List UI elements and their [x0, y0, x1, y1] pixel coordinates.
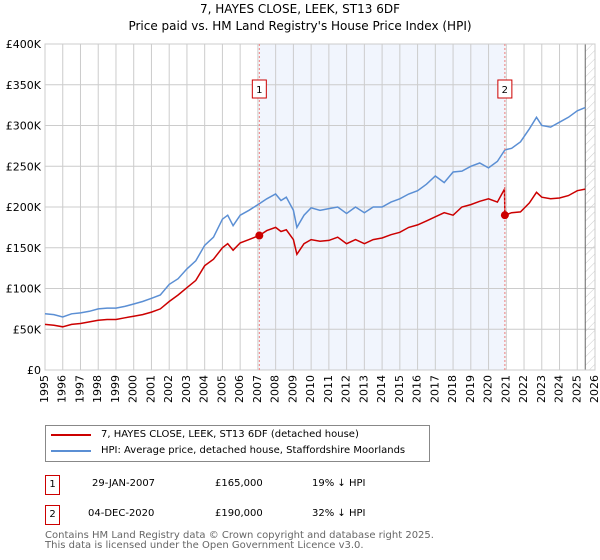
footer-line: Contains HM Land Registry data © Crown c…	[45, 530, 434, 541]
y-tick-label: £400K	[6, 38, 42, 51]
x-tick-label: 2017	[428, 375, 441, 403]
transaction-row: 2 04-DEC-2020 £190,000 32% ↓ HPI	[45, 505, 465, 525]
x-tick-label: 2020	[482, 375, 495, 403]
x-tick-label: 2006	[233, 375, 246, 403]
x-tick-label: 2007	[251, 375, 264, 403]
chart-subtitle: Price paid vs. HM Land Registry's House …	[128, 19, 471, 33]
legend-swatch-blue	[51, 449, 91, 452]
hpi-series-line	[44, 106, 586, 318]
x-tick-label: 2016	[411, 375, 424, 403]
plot-frame	[44, 43, 596, 371]
x-tick-label: 2022	[517, 375, 530, 403]
x-tick-label: 2019	[464, 375, 477, 403]
x-tick-label: 2024	[553, 375, 566, 403]
x-tick-label: 2000	[127, 375, 140, 403]
legend-label: 7, HAYES CLOSE, LEEK, ST13 6DF (detached…	[101, 429, 359, 440]
y-tick-label: £200K	[6, 201, 42, 214]
sale-point	[255, 231, 264, 240]
x-tick-label: 2026	[588, 375, 600, 403]
y-tick-label: £350K	[6, 79, 42, 92]
footer-line: This data is licensed under the Open Gov…	[45, 540, 364, 551]
x-tick-label: 2025	[570, 375, 583, 403]
x-tick-label: 1997	[73, 375, 86, 403]
x-tick-label: 2011	[322, 375, 335, 403]
transaction-price: £165,000	[215, 478, 263, 489]
transaction-hpi-diff: 32% ↓ HPI	[312, 508, 366, 519]
x-tick-label: 2004	[198, 375, 211, 403]
y-tick-label: £150K	[6, 242, 42, 255]
y-tick-label: £300K	[6, 120, 42, 133]
x-tick-label: 2002	[162, 375, 175, 403]
legend: 7, HAYES CLOSE, LEEK, ST13 6DF (detached…	[45, 425, 430, 462]
sale-marker-box	[497, 79, 513, 99]
transaction-date: 04-DEC-2020	[88, 508, 155, 519]
y-tick-label: £250K	[6, 160, 42, 173]
transaction-date: 29-JAN-2007	[92, 478, 156, 489]
x-tick-label: 2009	[286, 375, 299, 403]
y-tick-label: £0	[27, 364, 41, 377]
x-tick-label: 1995	[38, 375, 51, 403]
x-tick-label: 2001	[144, 375, 157, 403]
chart-title: 7, HAYES CLOSE, LEEK, ST13 6DF	[200, 2, 400, 16]
legend-item-property: 7, HAYES CLOSE, LEEK, ST13 6DF (detached…	[51, 429, 359, 440]
x-tick-label: 2003	[180, 375, 193, 403]
legend-item-hpi: HPI: Average price, detached house, Staf…	[51, 445, 405, 456]
x-tick-label: 2021	[499, 375, 512, 403]
x-tick-label: 2018	[446, 375, 459, 403]
sale-point	[500, 211, 509, 220]
x-tick-label: 2013	[357, 375, 370, 403]
x-tick-label: 1999	[109, 375, 122, 403]
x-tick-label: 2010	[304, 375, 317, 403]
x-tick-label: 2023	[535, 375, 548, 403]
price-chart: 7, HAYES CLOSE, LEEK, ST13 6DF Price pai…	[6, 2, 600, 403]
transaction-marker: 2	[45, 505, 60, 525]
footer-attribution: Contains HM Land Registry data © Crown c…	[45, 531, 434, 551]
x-tick-label: 2015	[393, 375, 406, 403]
transaction-price: £190,000	[215, 508, 263, 519]
sale-marker-label: 2	[502, 85, 508, 96]
legend-label: HPI: Average price, detached house, Staf…	[101, 445, 406, 456]
legend-swatch-red	[51, 433, 91, 436]
y-tick-label: £100K	[6, 283, 42, 296]
x-tick-label: 2014	[375, 375, 388, 403]
transaction-marker: 1	[45, 475, 60, 495]
sale-marker-label: 1	[256, 85, 262, 96]
x-tick-label: 2008	[269, 375, 282, 403]
sale-marker-box	[251, 79, 267, 99]
y-tick-label: £50K	[13, 323, 42, 336]
x-tick-label: 2012	[340, 375, 353, 403]
transaction-hpi-diff: 19% ↓ HPI	[312, 478, 366, 489]
x-tick-label: 1996	[56, 375, 69, 403]
x-tick-label: 2005	[215, 375, 228, 403]
transaction-row: 1 29-JAN-2007 £165,000 19% ↓ HPI	[45, 475, 465, 495]
x-tick-label: 1998	[91, 375, 104, 403]
